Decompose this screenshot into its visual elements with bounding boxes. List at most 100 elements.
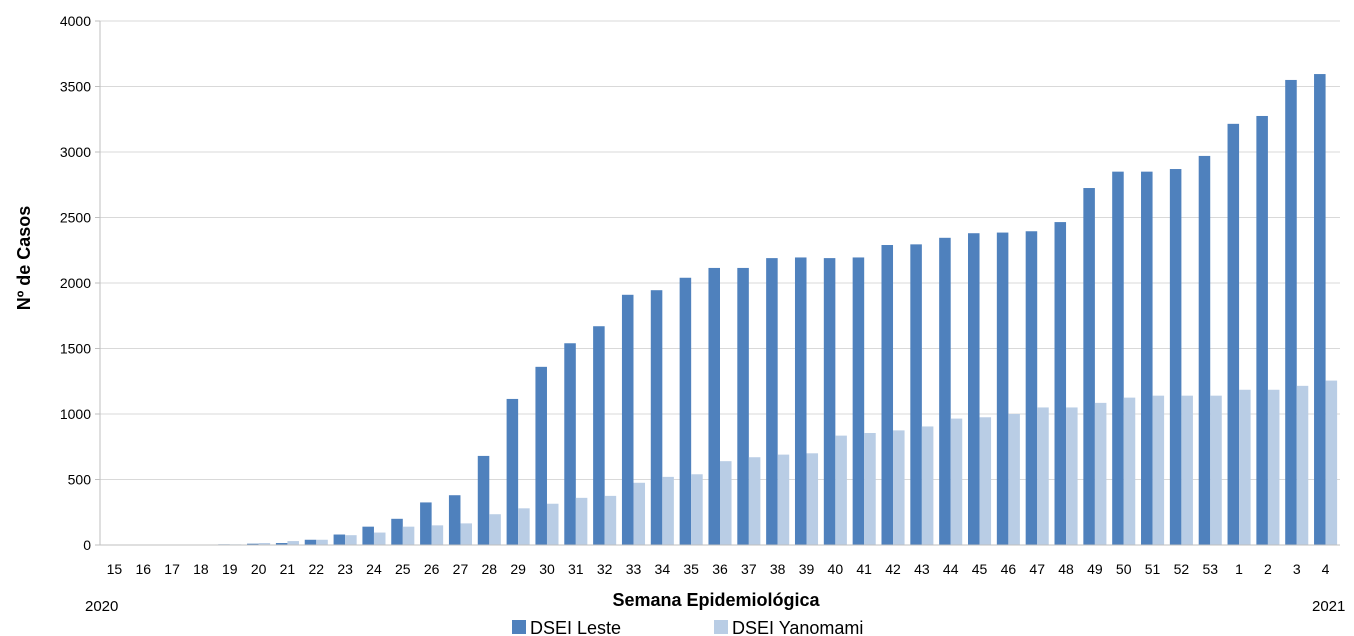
bar-dsei-yanomami xyxy=(1152,395,1165,545)
legend-label-dsei-leste: DSEI Leste xyxy=(530,618,621,636)
legend: DSEI Leste DSEI Yanomami xyxy=(512,618,863,636)
bar-dsei-leste xyxy=(247,543,259,545)
x-tick-label: 46 xyxy=(1001,561,1017,577)
year-label-start: 2020 xyxy=(85,598,118,615)
x-tick-label: 36 xyxy=(712,561,728,577)
bar-dsei-leste xyxy=(1227,123,1240,546)
x-tick-label: 38 xyxy=(770,561,786,577)
y-tick-label: 1000 xyxy=(60,406,91,422)
y-tick-label: 3500 xyxy=(60,79,91,95)
bar-dsei-yanomami xyxy=(979,417,992,545)
bar-dsei-yanomami xyxy=(1037,407,1049,545)
bar-dsei-yanomami xyxy=(748,457,761,545)
x-tick-label: 15 xyxy=(107,561,123,577)
bar-dsei-yanomami xyxy=(460,523,472,545)
bar-dsei-leste xyxy=(708,267,720,545)
x-tick-label: 26 xyxy=(424,561,440,577)
bar-dsei-leste xyxy=(1025,231,1038,545)
bar-dsei-yanomami xyxy=(864,432,876,545)
bar-dsei-leste xyxy=(1054,222,1067,545)
bar-dsei-yanomami xyxy=(1123,397,1136,545)
x-tick-label: 20 xyxy=(251,561,267,577)
bar-dsei-leste xyxy=(535,366,547,545)
bar-dsei-yanomami xyxy=(1210,395,1222,545)
year-label-end: 2021 xyxy=(1312,598,1345,615)
bar-dsei-yanomami xyxy=(518,508,530,545)
bar-dsei-leste xyxy=(333,534,346,545)
legend-swatch-dsei-yanomami xyxy=(714,620,728,634)
x-tick-label: 51 xyxy=(1145,561,1161,577)
bar-dsei-leste xyxy=(275,543,288,545)
bar-dsei-yanomami xyxy=(345,535,357,545)
x-tick-label: 34 xyxy=(655,561,671,577)
y-tick-label: 500 xyxy=(68,472,92,488)
x-tick-label: 53 xyxy=(1202,561,1218,577)
bar-dsei-yanomami xyxy=(258,543,271,545)
x-tick-label: 21 xyxy=(280,561,296,577)
x-tick-label: 35 xyxy=(683,561,699,577)
x-tick-label: 1 xyxy=(1235,561,1243,577)
x-tick-label: 17 xyxy=(164,561,180,577)
y-tick-label: 0 xyxy=(83,537,91,553)
x-tick-label: 41 xyxy=(856,561,872,577)
x-tick-label: 30 xyxy=(539,561,555,577)
bar-dsei-leste xyxy=(1285,79,1297,545)
bar-dsei-yanomami xyxy=(1239,389,1251,545)
bar-dsei-leste xyxy=(506,398,519,545)
bar-dsei-yanomami xyxy=(1267,389,1280,545)
bar-dsei-yanomami xyxy=(1066,407,1078,545)
bar-dsei-yanomami xyxy=(489,514,501,545)
bar-dsei-yanomami xyxy=(893,430,905,545)
bar-dsei-yanomami xyxy=(720,461,732,545)
x-tick-label: 44 xyxy=(943,561,959,577)
bar-dsei-yanomami xyxy=(806,453,819,545)
bar-dsei-yanomami xyxy=(1296,385,1309,545)
x-tick-label: 28 xyxy=(482,561,498,577)
bar-dsei-yanomami xyxy=(662,476,674,545)
y-tick-label: 2500 xyxy=(60,210,91,226)
bar-dsei-yanomami xyxy=(373,532,386,545)
bar-dsei-leste xyxy=(939,237,951,545)
x-tick-label: 48 xyxy=(1058,561,1074,577)
bar-dsei-leste xyxy=(794,257,807,545)
bar-dsei-leste xyxy=(362,526,374,545)
x-axis-ticks: 15 16 17 18 19 20 21 22 23 24 25 26 27 28 29 30 31 32 33 34… xyxy=(107,561,1330,577)
x-tick-label: 32 xyxy=(597,561,613,577)
y-tick-label: 4000 xyxy=(60,13,91,29)
bar-dsei-leste xyxy=(881,245,894,545)
bar-dsei-yanomami xyxy=(921,426,934,545)
x-tick-label: 47 xyxy=(1029,561,1045,577)
bar-dsei-yanomami xyxy=(546,503,559,545)
x-tick-label: 31 xyxy=(568,561,584,577)
y-tick-label: 1500 xyxy=(60,341,91,357)
bar-dsei-leste xyxy=(910,244,922,546)
x-tick-label: 27 xyxy=(453,561,469,577)
bar-dsei-yanomami xyxy=(1325,380,1338,545)
bar-dsei-yanomami xyxy=(316,539,328,545)
x-tick-label: 45 xyxy=(972,561,988,577)
x-tick-label: 42 xyxy=(885,561,901,577)
bar-dsei-leste xyxy=(823,258,836,545)
bar-dsei-yanomami xyxy=(575,497,588,545)
bar-dsei-yanomami xyxy=(431,525,444,545)
bar-dsei-leste xyxy=(1112,171,1124,545)
bar-dsei-leste xyxy=(679,277,692,545)
y-tick-label: 3000 xyxy=(60,144,91,160)
y-tick-label: 2000 xyxy=(60,275,91,291)
bar-dsei-leste xyxy=(391,518,403,545)
bar-dsei-leste xyxy=(593,326,605,545)
x-tick-label: 37 xyxy=(741,561,757,577)
x-tick-label: 52 xyxy=(1174,561,1190,577)
bar-dsei-leste xyxy=(1256,115,1268,545)
bar-dsei-leste xyxy=(621,294,634,545)
bar-dsei-leste xyxy=(1169,169,1182,545)
legend-swatch-dsei-leste xyxy=(512,620,526,634)
x-tick-label: 4 xyxy=(1322,561,1330,577)
bar-dsei-leste xyxy=(968,233,980,545)
bar-dsei-yanomami xyxy=(604,495,617,545)
legend-label-dsei-yanomami: DSEI Yanomami xyxy=(732,618,863,636)
bar-dsei-leste xyxy=(564,343,576,545)
x-tick-label: 29 xyxy=(510,561,526,577)
x-tick-label: 2 xyxy=(1264,561,1272,577)
bar-dsei-leste xyxy=(737,267,749,545)
